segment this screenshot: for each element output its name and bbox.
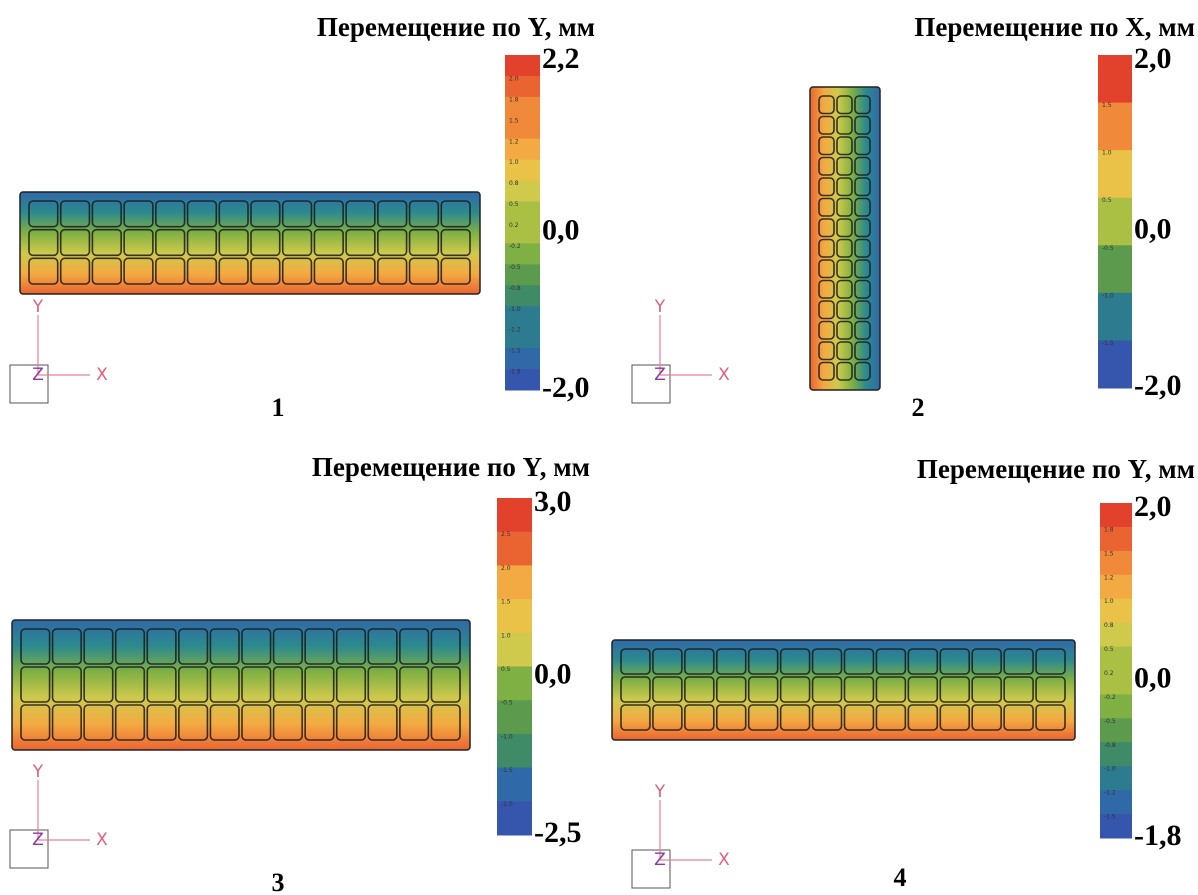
colorbar-tick-label: -1.2 bbox=[509, 327, 521, 334]
colorbar-tick-label: 1.8 bbox=[509, 96, 519, 103]
colorbar-band bbox=[1098, 150, 1132, 198]
colorbar-min-label: -2,5 bbox=[534, 816, 582, 849]
colorbar-min-label: -1,8 bbox=[1134, 819, 1182, 852]
colorbar-tick-label: 1.5 bbox=[501, 599, 511, 606]
colorbar-zero-label: 0,0 bbox=[1134, 661, 1172, 694]
colorbar-tick-label: 1.0 bbox=[501, 632, 511, 639]
colorbar-tick-label: 0.8 bbox=[1104, 622, 1114, 629]
colorbar-tick-label: 2.0 bbox=[509, 75, 519, 82]
panel-title: Перемещение по Y, мм bbox=[917, 454, 1195, 484]
colorbar-tick-label: -0.5 bbox=[1102, 245, 1114, 252]
colorbar-tick-label: -1.2 bbox=[1104, 790, 1116, 797]
axis-x-label: X bbox=[96, 365, 108, 385]
panel: Перемещение по Y, мм 2.5 2.0 1.5 1.0 0.5 -0.5 -… bbox=[10, 452, 590, 895]
colorbar-tick-label: -1.5 bbox=[1104, 814, 1116, 821]
colorbar-tick-label: 0.5 bbox=[1102, 197, 1112, 204]
panel-number: 2 bbox=[912, 393, 925, 422]
axis-z-label: Z bbox=[32, 830, 44, 850]
axis-x-label: X bbox=[718, 365, 730, 385]
colorbar-min-label: -2,0 bbox=[1134, 369, 1182, 402]
colorbar-tick-label: -1.5 bbox=[509, 348, 521, 355]
colorbar-tick-label: -1.8 bbox=[509, 369, 521, 376]
colorbar-band bbox=[1098, 103, 1132, 151]
colorbar-tick-label: 0.5 bbox=[509, 201, 519, 208]
colorbar-tick-label: 1.8 bbox=[1104, 526, 1114, 533]
colorbar-tick-label: 1.0 bbox=[509, 159, 519, 166]
colorbar-tick-label: 1.5 bbox=[1104, 550, 1114, 557]
axis-z-label: Z bbox=[32, 365, 44, 385]
colorbar-tick-label: 1.5 bbox=[509, 117, 519, 124]
figure: Перемещение по Y, мм 2.0 1.8 1.5 1.2 1.0 0.8 0.… bbox=[0, 0, 1198, 895]
colorbar-tick-label: -0.5 bbox=[1104, 718, 1116, 725]
colorbar-max-label: 2,0 bbox=[1134, 490, 1172, 523]
colorbar-tick-label: -0.8 bbox=[509, 285, 521, 292]
colorbar-band bbox=[505, 55, 540, 76]
colorbar-tick-label: 2.0 bbox=[501, 565, 511, 572]
colorbar-tick-label: 1.5 bbox=[1102, 102, 1112, 109]
colorbar-band bbox=[1098, 340, 1132, 388]
axis-y-label: Y bbox=[654, 297, 666, 317]
colorbar-max-label: 2,0 bbox=[1134, 42, 1172, 75]
panel: Перемещение по X, мм 1.5 1.0 0.5 -0.5 -1.0 -1.… bbox=[632, 12, 1195, 422]
colorbar-max-label: 3,0 bbox=[534, 485, 572, 518]
colorbar-tick-label: -1.5 bbox=[501, 767, 513, 774]
colorbar-tick-label: 1.0 bbox=[1102, 150, 1112, 157]
panel-title: Перемещение по X, мм bbox=[914, 12, 1195, 42]
panel-title: Перемещение по Y, мм bbox=[312, 452, 590, 482]
panel-number: 4 bbox=[894, 863, 907, 892]
colorbar-zero-label: 0,0 bbox=[1134, 212, 1172, 245]
colorbar-tick-label: 1.2 bbox=[1104, 574, 1114, 581]
colorbar-tick-label: 0.2 bbox=[1104, 670, 1114, 677]
colorbar-tick-label: -1.0 bbox=[1102, 292, 1114, 299]
colorbar-band bbox=[1098, 55, 1132, 103]
colorbar-tick-label: -0.5 bbox=[501, 700, 513, 707]
colorbar-tick-label: -1.0 bbox=[509, 306, 521, 313]
colorbar-min-label: -2,0 bbox=[542, 371, 590, 404]
colorbar-tick-label: -1.0 bbox=[501, 733, 513, 740]
colorbar-tick-label: 1.0 bbox=[1104, 598, 1114, 605]
colorbar-zero-label: 0,0 bbox=[542, 213, 580, 246]
colorbar-tick-label: -0.8 bbox=[1104, 742, 1116, 749]
colorbar-tick-label: 0.8 bbox=[509, 180, 519, 187]
colorbar-band bbox=[1098, 245, 1132, 293]
colorbar-tick-label: 0.2 bbox=[509, 222, 519, 229]
axis-y-label: Y bbox=[32, 297, 44, 317]
axis-y-label: Y bbox=[654, 782, 666, 802]
colorbar-tick-label: 1.2 bbox=[509, 138, 519, 145]
colorbar-zero-label: 0,0 bbox=[534, 658, 572, 691]
colorbar-max-label: 2,2 bbox=[542, 42, 580, 75]
colorbar-tick-label: -1.0 bbox=[1104, 766, 1116, 773]
panel: Перемещение по Y, мм 2.0 1.8 1.5 1.2 1.0 0.8 0.… bbox=[10, 12, 595, 422]
colorbar-tick-label: -0.5 bbox=[509, 264, 521, 271]
axis-x-label: X bbox=[718, 850, 730, 870]
panel: Перемещение по Y, мм 1.8 1.5 1.2 1.0 0.8 0.5 0.… bbox=[612, 454, 1195, 892]
colorbar-tick-label: 0.5 bbox=[501, 666, 511, 673]
colorbar-tick-label: -1.5 bbox=[1102, 340, 1114, 347]
colorbar-band bbox=[497, 498, 532, 532]
panel-number: 3 bbox=[272, 868, 285, 895]
panel-number: 1 bbox=[272, 393, 285, 422]
axis-y-label: Y bbox=[32, 762, 44, 782]
colorbar-band bbox=[1098, 198, 1132, 246]
axis-z-label: Z bbox=[654, 850, 666, 870]
colorbar-band bbox=[1098, 293, 1132, 341]
colorbar-tick-label: 2.5 bbox=[501, 531, 511, 538]
colorbar-tick-label: -0.2 bbox=[1104, 694, 1116, 701]
colorbar-tick-label: 0.5 bbox=[1104, 646, 1114, 653]
axis-z-label: Z bbox=[654, 365, 666, 385]
colorbar-band bbox=[1100, 503, 1132, 527]
colorbar-tick-label: -2.0 bbox=[501, 801, 513, 808]
colorbar-tick-label: -0.2 bbox=[509, 243, 521, 250]
axis-x-label: X bbox=[96, 830, 108, 850]
panel-title: Перемещение по Y, мм bbox=[317, 12, 595, 42]
